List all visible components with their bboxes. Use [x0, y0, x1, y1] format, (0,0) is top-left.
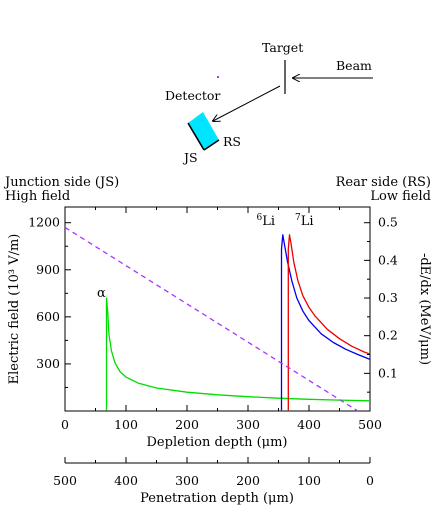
y-right-axis-title: -dE/dx (MeV/μm) [417, 253, 432, 365]
x-tick-label: 200 [175, 417, 199, 432]
y-left-tick-label: 600 [36, 309, 60, 324]
y-right-tick-label: 0.3 [378, 290, 398, 305]
js-label: JS [182, 150, 198, 165]
series-line-2 [287, 234, 371, 411]
series-line-0 [105, 297, 371, 411]
li7-sup: 7 [295, 213, 301, 223]
x2-tick-label: 300 [175, 473, 199, 488]
x-tick-label: 400 [297, 417, 321, 432]
x-tick-label: 500 [358, 417, 382, 432]
x2-tick-label: 100 [297, 473, 321, 488]
high-field-label: High field [5, 189, 70, 204]
rear-side-label: Rear side (RS) [336, 175, 431, 190]
y-left-tick-label: 900 [36, 262, 60, 277]
y-right-tick-label: 0.2 [378, 328, 398, 343]
li6-label: 6Li [256, 213, 275, 229]
li7-main: Li [301, 214, 314, 229]
rs-label: RS [223, 134, 241, 149]
stray-dot [217, 76, 219, 78]
x2-tick-label: 400 [114, 473, 138, 488]
x-axis-title: Depletion depth (μm) [147, 435, 288, 450]
corner-labels: Junction side (JS) High field Rear side … [3, 175, 431, 204]
alpha-label: α [97, 286, 106, 301]
li7-label: 7Li [295, 213, 314, 229]
detector-body [188, 112, 219, 150]
x2-ticks: 500 400 300 200 100 0 [53, 457, 374, 488]
low-field-label: Low field [370, 189, 431, 204]
x-ticks: 0 100 200 300 400 500 [61, 207, 382, 432]
y-right-tick-label: 0.5 [378, 215, 398, 230]
detector-rear-edge [187, 122, 205, 151]
schematic: Target Beam Detector JS RS [165, 40, 373, 165]
x2-axis-title: Penetration depth (μm) [140, 491, 294, 506]
main-plot: 0 100 200 300 400 500 300 600 900 1200 0.1 0.2 0.3… [7, 206, 432, 450]
y-right-tick-label: 0.1 [378, 365, 398, 380]
y-left-tick-label: 1200 [28, 215, 60, 230]
li6-main: Li [262, 214, 275, 229]
plot-frame [64, 206, 371, 412]
series-line-3 [64, 226, 359, 412]
detector-junction-edge [203, 139, 220, 151]
x2-tick-label: 0 [366, 473, 374, 488]
detector-arrow [213, 85, 281, 121]
beam-label: Beam [336, 58, 372, 73]
penetration-axis: 500 400 300 200 100 0 Penetration depth (μm) [53, 457, 374, 506]
x-tick-label: 0 [61, 417, 69, 432]
series-line-1 [280, 234, 371, 411]
junction-side-label: Junction side (JS) [3, 175, 119, 190]
y-left-axis-title: Electric field (10³ V/m) [7, 234, 22, 385]
y-left-ticks: 300 600 900 1200 [28, 215, 71, 388]
x2-tick-label: 500 [53, 473, 77, 488]
y-right-tick-label: 0.4 [378, 252, 398, 267]
x-tick-label: 300 [236, 417, 260, 432]
y-left-tick-label: 300 [36, 356, 60, 371]
target-label: Target [262, 40, 303, 55]
detector-label: Detector [165, 88, 220, 103]
li6-sup: 6 [256, 213, 262, 223]
y-right-ticks: 0.1 0.2 0.3 0.4 0.5 [364, 215, 398, 393]
series-layer [64, 226, 371, 412]
x2-tick-label: 200 [236, 473, 260, 488]
x-tick-label: 100 [114, 417, 138, 432]
